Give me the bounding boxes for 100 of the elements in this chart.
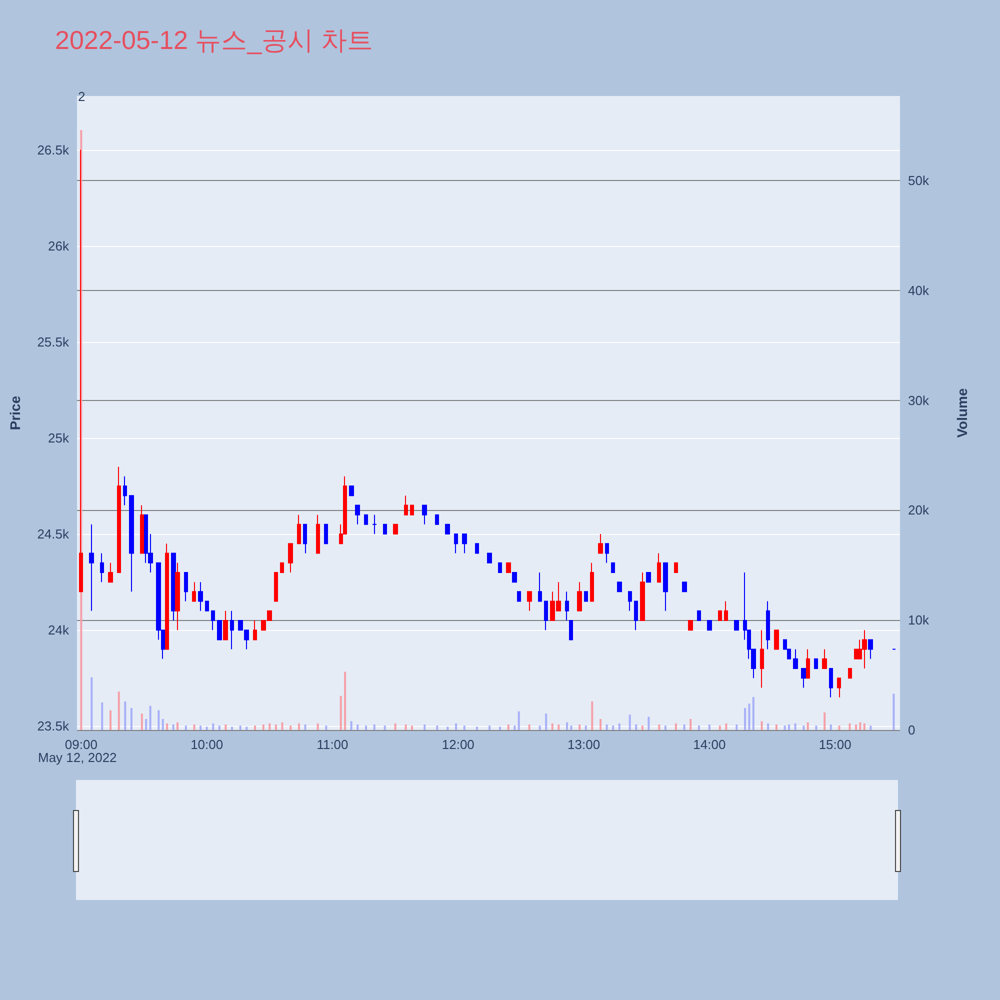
bar (446, 726, 449, 730)
bar (855, 724, 858, 730)
y-tick-label: 23.5k (37, 718, 70, 734)
candlestick (355, 504, 360, 525)
candlestick (422, 504, 427, 525)
candlestick (517, 591, 521, 602)
bar (101, 702, 104, 730)
candlestick (590, 562, 594, 602)
bar (499, 726, 502, 730)
candlestick (297, 514, 301, 544)
candlestick (316, 514, 320, 554)
candlestick (829, 668, 833, 698)
bar (566, 722, 568, 730)
bar (350, 721, 352, 730)
candlestick (868, 639, 873, 660)
x-tick-label: 14:00 (693, 737, 726, 752)
bar (606, 724, 608, 730)
y-tick-label: 26.5k (37, 142, 70, 158)
bar (648, 716, 650, 730)
candlestick (192, 582, 196, 602)
bar (794, 723, 796, 730)
candlestick (462, 534, 467, 554)
candlestick (383, 524, 387, 535)
bar (584, 726, 587, 730)
bar (200, 726, 202, 730)
bar (246, 726, 248, 730)
bar (708, 724, 710, 730)
bar (140, 714, 143, 730)
candlestick (475, 543, 479, 554)
candlestick (410, 504, 414, 516)
candlestick (280, 562, 284, 573)
bar (254, 726, 256, 730)
candlestick (674, 562, 678, 573)
y2-tick-label: 40k (908, 282, 930, 298)
candlestick (617, 582, 622, 592)
bar (145, 719, 148, 730)
bar (551, 723, 554, 730)
bar (325, 726, 328, 730)
bar (274, 724, 277, 730)
candlestick (822, 648, 827, 670)
y2-axis-title: Volume (954, 388, 970, 438)
bar (698, 726, 700, 730)
bar (830, 724, 832, 730)
candlestick (184, 572, 188, 602)
bar (298, 723, 300, 730)
bar (752, 697, 754, 730)
candlestick (217, 620, 222, 640)
candlestick (303, 524, 307, 554)
bar (455, 723, 458, 730)
candlestick (806, 648, 810, 679)
bar (124, 701, 126, 730)
bar (591, 701, 594, 730)
x-tick-label: 10:00 (190, 737, 224, 752)
x-tick-label: 13:00 (568, 737, 600, 752)
candlestick (538, 572, 542, 602)
bar (218, 726, 220, 730)
bar (488, 726, 491, 730)
y-tick-label: 25.5k (37, 334, 70, 350)
bar (172, 724, 174, 730)
candlestick (393, 524, 398, 535)
candlestick (487, 552, 492, 564)
bar (725, 723, 728, 730)
bar (281, 722, 284, 730)
candlestick (445, 524, 450, 535)
candlestick (404, 495, 408, 516)
candlestick (760, 630, 764, 688)
bar (545, 714, 548, 730)
bar (476, 726, 478, 730)
bar (788, 724, 790, 730)
candlestick (140, 504, 144, 554)
bar (538, 726, 541, 730)
candlestick (211, 610, 215, 631)
candlestick (230, 610, 234, 650)
candlestick (565, 591, 569, 621)
bar (364, 726, 367, 730)
candlestick (165, 543, 169, 650)
bar (518, 711, 520, 730)
bar (824, 712, 826, 730)
candlestick (682, 582, 687, 592)
candlestick (584, 591, 588, 602)
bar (618, 723, 620, 730)
x-tick-label: 12:00 (442, 737, 474, 752)
bar (892, 694, 895, 730)
candlestick (640, 572, 645, 621)
candlestick (364, 514, 368, 525)
bar (193, 724, 196, 730)
bar (748, 704, 750, 730)
bar (674, 723, 677, 730)
y-axis-title: Price (7, 396, 23, 430)
candlestick (646, 572, 651, 583)
candlestick (498, 562, 502, 573)
candlestick (577, 582, 582, 612)
candlestick (205, 600, 209, 612)
bar (373, 724, 376, 730)
bar (528, 724, 530, 730)
candlestick (724, 600, 728, 621)
bar (384, 726, 386, 730)
candlestick (598, 534, 603, 554)
candlestick (108, 562, 113, 583)
bar (744, 708, 746, 730)
